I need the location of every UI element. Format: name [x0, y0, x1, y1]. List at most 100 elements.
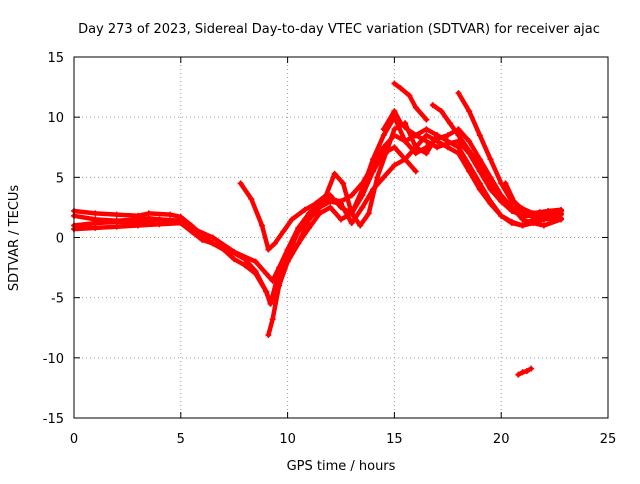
data-point — [391, 108, 398, 115]
data-point — [312, 200, 319, 207]
data-point — [536, 209, 543, 216]
data-point — [466, 147, 473, 154]
data-point — [269, 277, 276, 284]
data-point — [305, 216, 312, 223]
series-line — [71, 213, 205, 240]
data-point — [237, 180, 244, 187]
data-point — [231, 256, 238, 263]
data-point — [412, 104, 419, 111]
data-point — [370, 156, 377, 163]
data-point — [284, 246, 291, 253]
data-point — [113, 223, 120, 230]
data-point — [466, 108, 473, 115]
data-point — [487, 156, 494, 163]
data-point — [316, 204, 323, 211]
data-point — [288, 216, 295, 223]
data-point — [188, 227, 195, 234]
data-point — [528, 210, 535, 217]
data-point — [295, 224, 302, 231]
data-point — [412, 144, 419, 151]
data-point — [423, 116, 430, 123]
data-point — [380, 126, 387, 133]
data-point — [515, 371, 522, 378]
data-point — [167, 211, 174, 218]
data-point — [397, 85, 404, 92]
data-point — [92, 224, 99, 231]
data-point — [412, 150, 419, 157]
data-point — [519, 222, 526, 229]
data-point — [466, 168, 473, 175]
data-point — [269, 316, 276, 323]
x-tick-label: 20 — [493, 432, 510, 447]
data-point — [301, 206, 308, 213]
data-point — [476, 186, 483, 193]
data-point — [248, 195, 255, 202]
data-point — [348, 192, 355, 199]
data-point — [365, 210, 372, 217]
data-point — [323, 192, 330, 199]
data-point — [391, 126, 398, 133]
data-point — [167, 217, 174, 224]
data-point — [476, 132, 483, 139]
x-tick-label: 0 — [70, 432, 78, 447]
data-point — [280, 228, 287, 235]
data-point — [558, 216, 565, 223]
data-point — [523, 368, 530, 375]
data-point — [545, 208, 552, 215]
data-point — [444, 140, 451, 147]
data-point — [412, 168, 419, 175]
data-point — [199, 234, 206, 241]
y-tick-label: -5 — [51, 292, 64, 307]
x-tick-label: 10 — [279, 432, 296, 447]
x-axis-label: GPS time / hours — [287, 459, 396, 474]
data-point — [258, 222, 265, 229]
data-point — [265, 331, 272, 338]
data-point — [455, 144, 462, 151]
x-tick-label: 25 — [600, 432, 617, 447]
data-point — [519, 212, 526, 219]
data-point — [348, 220, 355, 227]
data-point — [466, 138, 473, 145]
data-point — [348, 210, 355, 217]
series-s11 — [502, 180, 565, 217]
y-tick-label: 10 — [47, 111, 64, 126]
series-s4 — [71, 212, 206, 241]
data-point — [220, 244, 227, 251]
y-tick-label: -10 — [43, 352, 64, 367]
data-point — [423, 138, 430, 145]
y-tick-label: 0 — [56, 232, 64, 247]
data-point — [487, 200, 494, 207]
data-point — [438, 108, 445, 115]
data-point — [455, 150, 462, 157]
data-point — [340, 180, 347, 187]
y-tick-label: 5 — [56, 171, 64, 186]
data-point — [135, 222, 142, 229]
data-point — [135, 216, 142, 223]
data-point — [434, 144, 441, 151]
data-point — [263, 288, 270, 295]
data-point — [284, 258, 291, 265]
data-point — [402, 138, 409, 145]
data-point — [113, 217, 120, 224]
data-series-group — [71, 80, 565, 378]
data-point — [209, 234, 216, 241]
data-point — [177, 220, 184, 227]
data-point — [252, 268, 259, 275]
x-tick-label: 5 — [177, 432, 185, 447]
data-point — [508, 218, 515, 225]
data-point — [402, 156, 409, 163]
data-point — [558, 206, 565, 213]
data-point — [380, 174, 387, 181]
data-point — [276, 282, 283, 289]
data-point — [423, 132, 430, 139]
data-point — [327, 198, 334, 205]
series-s8 — [391, 80, 430, 123]
y-axis-label: SDTVAR / TECUs — [7, 185, 22, 292]
data-point — [412, 132, 419, 139]
data-point — [327, 204, 334, 211]
data-point — [391, 162, 398, 169]
data-point — [92, 216, 99, 223]
data-point — [338, 216, 344, 223]
data-point — [429, 102, 436, 109]
data-point — [145, 215, 152, 222]
